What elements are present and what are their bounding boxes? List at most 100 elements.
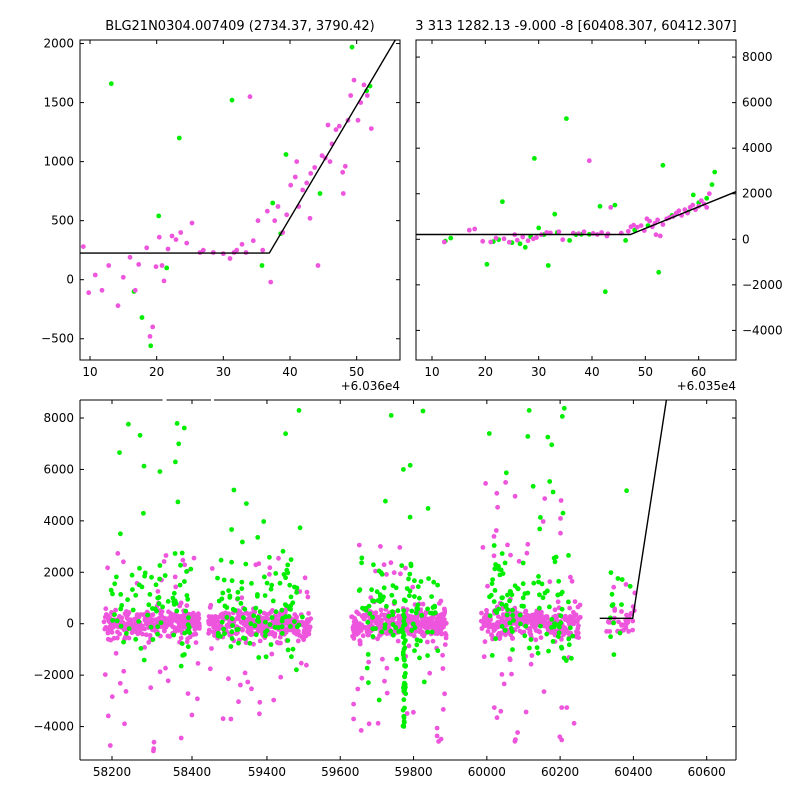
data-point xyxy=(189,220,195,226)
data-point xyxy=(698,198,704,204)
x-tick-label: 60600 xyxy=(688,765,726,779)
data-point xyxy=(226,676,231,682)
data-point xyxy=(210,629,216,635)
data-point xyxy=(238,619,244,625)
data-point xyxy=(660,162,666,168)
data-point xyxy=(182,652,187,657)
data-point xyxy=(544,631,550,637)
data-point xyxy=(288,594,294,600)
data-point xyxy=(501,236,507,242)
data-point xyxy=(495,504,500,510)
data-point xyxy=(245,679,251,685)
data-point xyxy=(411,633,417,639)
data-point xyxy=(527,645,532,651)
data-point xyxy=(173,584,179,590)
data-point xyxy=(342,163,348,169)
data-point xyxy=(400,634,406,640)
x-tick-label: 60000 xyxy=(468,765,506,779)
data-point xyxy=(210,622,216,627)
data-point xyxy=(120,274,126,280)
data-point xyxy=(118,606,124,612)
data-point xyxy=(252,623,258,629)
data-point xyxy=(402,705,407,711)
data-point xyxy=(597,203,603,209)
data-point xyxy=(525,590,531,596)
data-point xyxy=(379,629,385,635)
data-point xyxy=(115,629,120,635)
data-point xyxy=(137,432,143,438)
data-point xyxy=(151,739,157,745)
data-point xyxy=(523,709,529,715)
data-point xyxy=(229,527,235,532)
data-point xyxy=(136,623,141,629)
data-point xyxy=(498,567,504,573)
data-point xyxy=(248,621,254,627)
data-point xyxy=(510,613,515,618)
data-point xyxy=(624,621,629,627)
data-point xyxy=(604,629,609,634)
data-point xyxy=(560,510,566,516)
data-point xyxy=(115,303,121,309)
data-point xyxy=(353,622,359,628)
data-point xyxy=(132,622,138,628)
data-point xyxy=(325,122,331,128)
data-point xyxy=(179,641,185,646)
data-point xyxy=(150,324,156,330)
data-point xyxy=(209,646,214,651)
data-point xyxy=(195,661,201,666)
data-point xyxy=(400,652,406,657)
data-point xyxy=(485,583,490,589)
data-point xyxy=(493,528,499,533)
data-point xyxy=(132,287,138,293)
data-point xyxy=(523,623,529,629)
data-point xyxy=(581,229,587,235)
data-point xyxy=(327,159,333,165)
data-point xyxy=(537,526,543,532)
y-tick-label: 4000 xyxy=(43,514,74,528)
data-point xyxy=(512,738,518,744)
data-point xyxy=(285,562,291,568)
data-point xyxy=(552,607,558,613)
data-point xyxy=(438,623,444,629)
data-point xyxy=(556,634,561,639)
y-tick-label: 8000 xyxy=(43,411,74,425)
data-point xyxy=(193,623,199,629)
data-point xyxy=(406,643,412,649)
data-point xyxy=(362,615,367,621)
data-point xyxy=(124,609,129,614)
data-point xyxy=(306,631,312,637)
data-point xyxy=(555,592,561,598)
data-point xyxy=(439,616,444,621)
data-point xyxy=(222,631,228,637)
data-point xyxy=(304,180,310,186)
data-point xyxy=(370,634,376,639)
data-point xyxy=(525,612,530,618)
data-point xyxy=(420,408,426,414)
data-point xyxy=(355,686,361,692)
data-point xyxy=(86,290,92,296)
data-point xyxy=(366,659,371,665)
data-point xyxy=(564,627,569,632)
data-point xyxy=(503,602,509,608)
data-point xyxy=(105,565,110,571)
data-point xyxy=(242,670,248,676)
data-point xyxy=(498,708,504,714)
data-point xyxy=(484,261,490,267)
data-point xyxy=(493,636,498,642)
data-point xyxy=(182,562,188,568)
data-point xyxy=(167,620,173,626)
data-point xyxy=(536,574,541,579)
data-point xyxy=(365,619,371,625)
data-point xyxy=(108,81,114,87)
x-tick-label: 59400 xyxy=(248,765,286,779)
data-point xyxy=(558,620,564,626)
data-point xyxy=(365,652,371,657)
data-point xyxy=(109,623,115,629)
data-point xyxy=(253,632,259,638)
data-point xyxy=(512,493,518,499)
data-point xyxy=(184,603,190,608)
data-point xyxy=(185,691,191,696)
data-point xyxy=(357,639,363,644)
data-point xyxy=(146,602,152,608)
data-point xyxy=(165,678,171,684)
